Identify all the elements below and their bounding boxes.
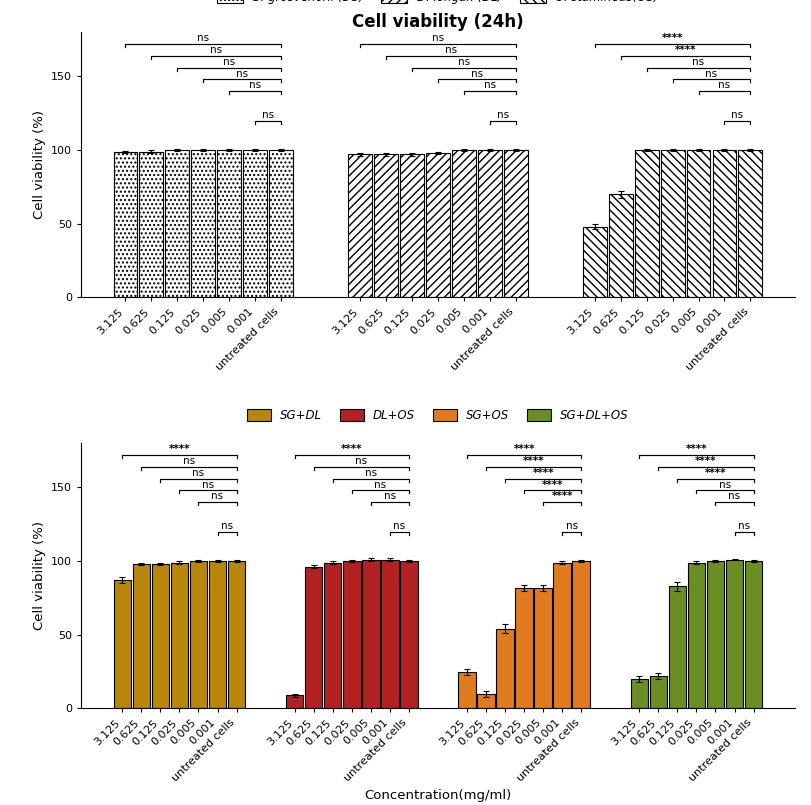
- Text: ns: ns: [445, 45, 457, 55]
- Y-axis label: Cell viability (%): Cell viability (%): [32, 110, 45, 219]
- Text: ns: ns: [719, 480, 731, 489]
- Text: ns: ns: [192, 468, 204, 478]
- Text: ns: ns: [384, 491, 396, 502]
- Text: ns: ns: [202, 480, 214, 489]
- Text: ns: ns: [182, 456, 195, 466]
- Bar: [504, 150, 528, 297]
- Bar: [534, 588, 552, 708]
- Text: ns: ns: [432, 33, 444, 43]
- Bar: [477, 694, 495, 708]
- Text: ns: ns: [732, 109, 744, 120]
- Text: ns: ns: [262, 109, 274, 120]
- Bar: [583, 227, 607, 297]
- Bar: [713, 150, 736, 297]
- Bar: [114, 580, 131, 708]
- Bar: [687, 150, 710, 297]
- Bar: [650, 676, 667, 708]
- Title: Cell viability (24h): Cell viability (24h): [352, 13, 524, 31]
- Bar: [515, 588, 533, 708]
- Bar: [324, 563, 341, 708]
- Legend: S. grosvenorii (SG), D. longan (DL), O. stamineus(OS): S. grosvenorii (SG), D. longan (DL), O. …: [217, 0, 659, 4]
- Bar: [208, 561, 226, 708]
- Text: ****: ****: [695, 456, 717, 466]
- Text: ns: ns: [728, 491, 740, 502]
- Text: ns: ns: [355, 456, 367, 466]
- Text: ns: ns: [221, 521, 233, 530]
- Text: ns: ns: [719, 80, 731, 90]
- Text: ****: ****: [675, 45, 697, 55]
- Bar: [706, 561, 724, 708]
- Bar: [573, 561, 590, 708]
- Bar: [269, 150, 293, 297]
- X-axis label: Concentration(mg/ml): Concentration(mg/ml): [364, 789, 512, 803]
- Bar: [496, 629, 514, 708]
- Text: ns: ns: [496, 109, 508, 120]
- Text: ****: ****: [551, 491, 573, 502]
- Bar: [191, 150, 215, 297]
- Text: ns: ns: [212, 491, 224, 502]
- Bar: [190, 561, 208, 708]
- Bar: [170, 563, 188, 708]
- Y-axis label: Cell viability (%): Cell viability (%): [32, 522, 45, 630]
- Bar: [114, 152, 137, 297]
- Bar: [553, 563, 571, 708]
- Text: ****: ****: [341, 444, 363, 454]
- Bar: [139, 151, 163, 297]
- Bar: [132, 564, 150, 708]
- Bar: [374, 155, 398, 297]
- Text: ns: ns: [210, 45, 222, 55]
- Bar: [286, 696, 303, 708]
- Bar: [668, 586, 686, 708]
- Bar: [426, 153, 450, 297]
- Bar: [348, 155, 372, 297]
- Bar: [609, 194, 633, 297]
- Text: ns: ns: [693, 57, 705, 67]
- Bar: [362, 559, 380, 708]
- Text: ****: ****: [513, 444, 535, 454]
- Text: ****: ****: [705, 468, 726, 478]
- Text: ns: ns: [706, 68, 718, 79]
- Bar: [744, 561, 762, 708]
- Bar: [452, 150, 476, 297]
- Text: ****: ****: [532, 468, 554, 478]
- Text: ****: ****: [523, 456, 544, 466]
- Bar: [217, 150, 241, 297]
- Bar: [661, 150, 684, 297]
- Bar: [688, 563, 706, 708]
- Text: ****: ****: [686, 444, 707, 454]
- Bar: [381, 559, 399, 708]
- Text: ns: ns: [393, 521, 406, 530]
- Bar: [400, 155, 424, 297]
- Bar: [400, 561, 418, 708]
- Text: ns: ns: [197, 33, 209, 43]
- Text: ns: ns: [483, 80, 496, 90]
- Bar: [165, 150, 189, 297]
- Legend: SG+DL, DL+OS, SG+OS, SG+DL+OS: SG+DL, DL+OS, SG+OS, SG+DL+OS: [247, 410, 629, 423]
- Bar: [343, 561, 361, 708]
- Text: ns: ns: [365, 468, 377, 478]
- Text: ****: ****: [662, 33, 684, 43]
- Text: ns: ns: [236, 68, 248, 79]
- Bar: [478, 150, 502, 297]
- Bar: [739, 150, 762, 297]
- Text: ns: ns: [565, 521, 577, 530]
- Bar: [726, 559, 744, 708]
- Text: ns: ns: [249, 80, 261, 90]
- Text: ****: ****: [169, 444, 190, 454]
- Bar: [305, 567, 323, 708]
- Bar: [243, 150, 267, 297]
- Bar: [228, 561, 245, 708]
- Text: ns: ns: [374, 480, 386, 489]
- Text: ****: ****: [542, 480, 564, 489]
- Bar: [152, 564, 169, 708]
- Text: ns: ns: [457, 57, 470, 67]
- Bar: [635, 150, 659, 297]
- Bar: [458, 671, 476, 708]
- Text: ns: ns: [738, 521, 750, 530]
- Text: ns: ns: [223, 57, 235, 67]
- Bar: [631, 679, 648, 708]
- Text: ns: ns: [470, 68, 483, 79]
